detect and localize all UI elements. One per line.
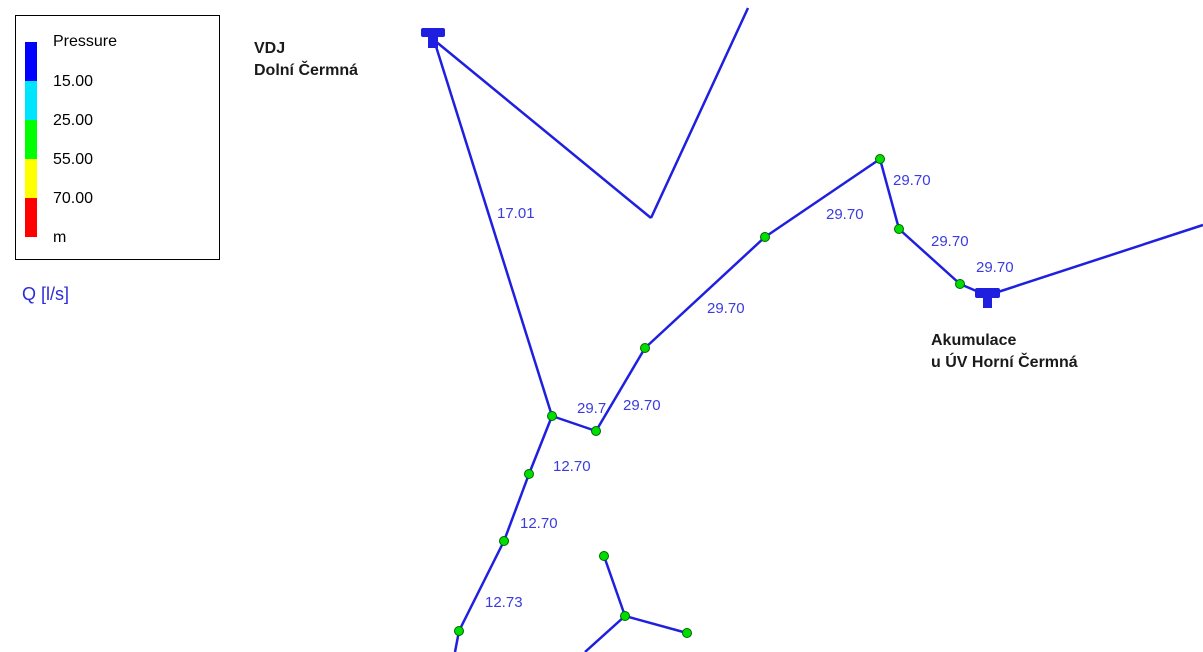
pipe-label: 29.70 bbox=[976, 259, 1014, 276]
tank-akumulace-icon[interactable] bbox=[975, 288, 1000, 308]
pipe-segment[interactable] bbox=[602, 555, 627, 617]
junction-node[interactable] bbox=[955, 279, 965, 289]
pipe-segment[interactable] bbox=[432, 39, 554, 417]
pipe-segment[interactable] bbox=[997, 223, 1203, 294]
node-label-line: VDJ bbox=[254, 40, 286, 57]
pipe-segment[interactable] bbox=[502, 473, 531, 542]
pressure-legend: Pressure 15.00 25.00 55.00 70.00 m bbox=[15, 15, 220, 260]
node-label-line: u ÚV Horní Čermná bbox=[931, 354, 1078, 371]
flow-unit-label: Q [l/s] bbox=[22, 284, 70, 304]
junction-node[interactable] bbox=[640, 343, 650, 353]
junction-node[interactable] bbox=[499, 536, 509, 546]
pipe-segment[interactable] bbox=[584, 615, 626, 652]
junction-node[interactable] bbox=[620, 611, 630, 621]
pipe-segment[interactable] bbox=[594, 347, 647, 432]
pipe-label: 29.70 bbox=[893, 172, 931, 189]
node-label-vdj: VDJ Dolní Čermná bbox=[254, 38, 358, 82]
legend-level-label: 25.00 bbox=[53, 112, 94, 129]
pipe-label: 29.70 bbox=[931, 233, 969, 250]
junction-node[interactable] bbox=[682, 628, 692, 638]
pipe-label: 12.70 bbox=[520, 515, 558, 532]
junction-node[interactable] bbox=[454, 626, 464, 636]
legend-level-label: 70.00 bbox=[53, 190, 94, 207]
pipe-label: 29.70 bbox=[707, 300, 745, 317]
pipe-segment[interactable] bbox=[551, 414, 597, 433]
pipe-segment[interactable] bbox=[878, 158, 901, 230]
legend-swatch-yellow bbox=[25, 159, 37, 198]
pipe-label: 12.73 bbox=[485, 594, 523, 611]
legend-swatch-cyan bbox=[25, 81, 37, 120]
pipe-segment[interactable] bbox=[624, 614, 688, 635]
pipe-segment[interactable] bbox=[644, 236, 766, 349]
tank-vdj-icon[interactable] bbox=[421, 28, 445, 48]
pipe-label: 17.01 bbox=[497, 205, 535, 222]
junction-node[interactable] bbox=[524, 469, 534, 479]
legend-swatch-blue bbox=[25, 42, 37, 81]
legend-swatch-red bbox=[25, 198, 37, 237]
pipe-label: 29.7 bbox=[577, 400, 606, 417]
pipe-label: 29.70 bbox=[826, 206, 864, 223]
pipe-segment[interactable] bbox=[457, 540, 506, 632]
pipe-segment[interactable] bbox=[764, 157, 881, 239]
node-label-line: Akumulace bbox=[931, 332, 1017, 349]
junction-node[interactable] bbox=[547, 411, 557, 421]
junctions-layer bbox=[454, 154, 965, 638]
pipe-segment[interactable] bbox=[433, 39, 652, 219]
junction-node[interactable] bbox=[760, 232, 770, 242]
legend-title: Pressure bbox=[53, 33, 118, 50]
pipe-label: 29.70 bbox=[623, 397, 661, 414]
pipe-labels-layer: 17.01 29.70 29.70 29.70 29.70 29.70 29.7… bbox=[485, 172, 1014, 611]
junction-node[interactable] bbox=[875, 154, 885, 164]
legend-level-label: 55.00 bbox=[53, 151, 94, 168]
pipe-segment[interactable] bbox=[527, 415, 554, 475]
junction-node[interactable] bbox=[894, 224, 904, 234]
junction-node[interactable] bbox=[591, 426, 601, 436]
pipes-layer bbox=[432, 7, 1203, 652]
node-label-akumulace: Akumulace u ÚV Horní Čermná bbox=[931, 330, 1078, 374]
pipe-segment[interactable] bbox=[898, 228, 961, 285]
node-label-line: Dolní Čermná bbox=[254, 62, 359, 79]
legend-unit-label: m bbox=[53, 229, 67, 246]
pipe-label: 12.70 bbox=[553, 458, 591, 475]
junction-node[interactable] bbox=[599, 551, 609, 561]
legend-level-label: 15.00 bbox=[53, 73, 94, 90]
legend-swatch-green bbox=[25, 120, 37, 159]
pipe-segment[interactable] bbox=[649, 7, 750, 219]
